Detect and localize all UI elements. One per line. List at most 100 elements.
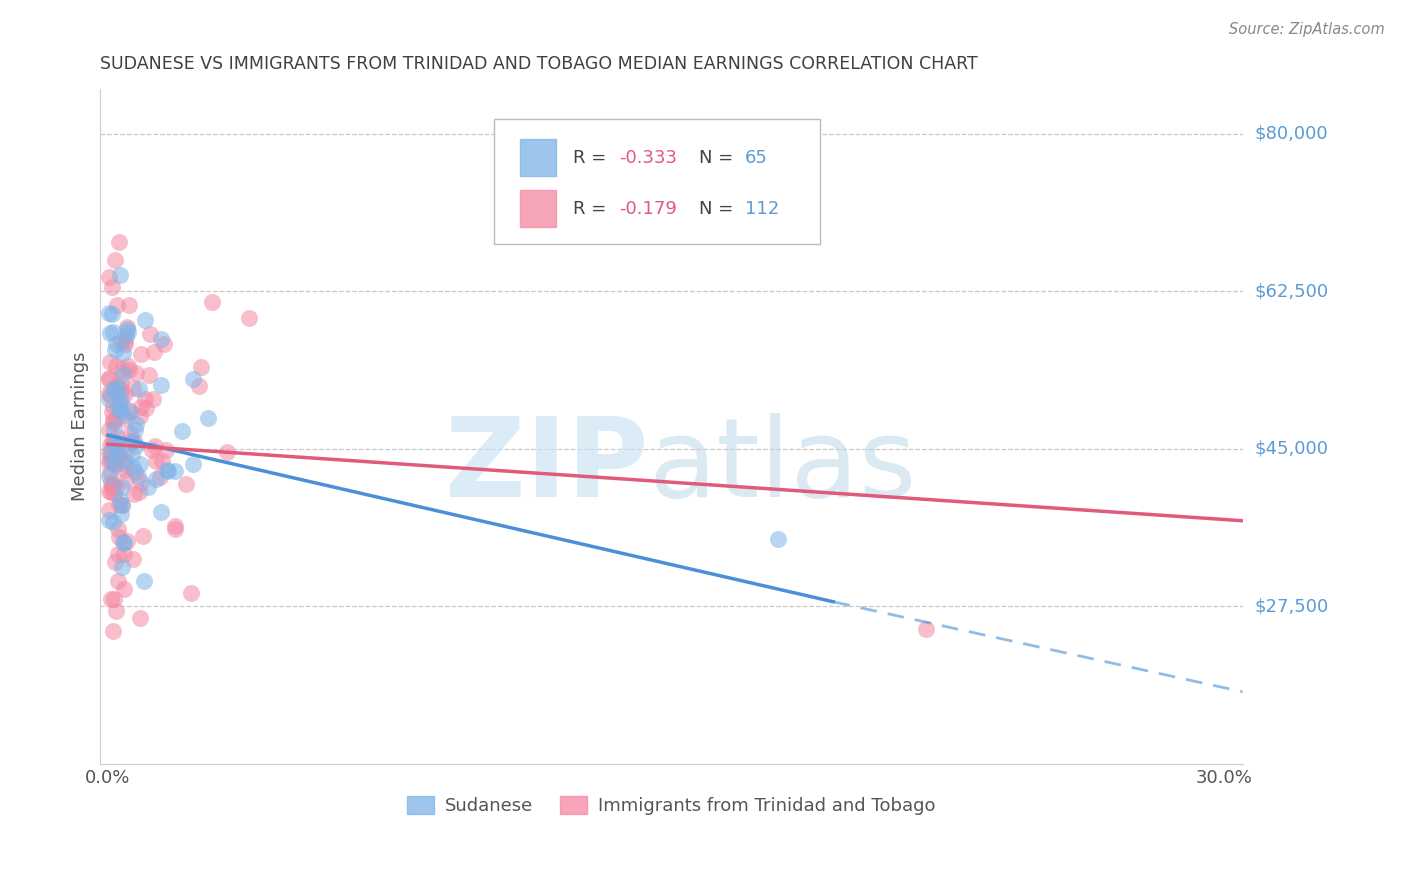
Point xyxy=(107,382,129,396)
Point xyxy=(117,325,139,339)
Point xyxy=(108,235,131,249)
Point xyxy=(129,611,152,625)
Point xyxy=(107,401,129,415)
Point xyxy=(107,574,129,589)
Point xyxy=(117,403,139,417)
Point xyxy=(215,444,238,458)
Point xyxy=(100,307,122,321)
Point xyxy=(101,478,124,492)
Point xyxy=(104,442,127,456)
Point xyxy=(114,334,136,348)
Point xyxy=(98,455,121,469)
Point xyxy=(108,449,131,463)
Point xyxy=(129,475,152,490)
Point xyxy=(97,385,120,400)
Point xyxy=(107,436,129,450)
Point xyxy=(128,409,150,423)
FancyBboxPatch shape xyxy=(520,190,557,227)
Point xyxy=(111,559,134,574)
Point xyxy=(105,298,128,312)
Point xyxy=(145,439,167,453)
Point xyxy=(181,458,204,472)
FancyBboxPatch shape xyxy=(495,119,820,244)
Point xyxy=(112,536,135,550)
Point xyxy=(138,368,160,383)
Point xyxy=(105,456,128,470)
Point xyxy=(111,368,134,382)
Point xyxy=(120,405,142,419)
Point xyxy=(145,472,167,486)
Point xyxy=(125,366,148,380)
Point xyxy=(103,591,125,606)
Text: $45,000: $45,000 xyxy=(1254,440,1329,458)
Point xyxy=(115,411,138,425)
Point xyxy=(104,412,127,426)
Point xyxy=(110,334,132,349)
Point xyxy=(149,377,172,392)
Text: R =: R = xyxy=(574,200,612,218)
Point xyxy=(156,464,179,478)
Point xyxy=(105,378,128,392)
Point xyxy=(100,479,122,493)
Point xyxy=(103,452,125,467)
Point xyxy=(103,485,125,500)
Point xyxy=(150,505,173,519)
Point xyxy=(104,436,127,450)
Point xyxy=(108,493,131,508)
Text: ZIP: ZIP xyxy=(446,413,648,520)
Point xyxy=(112,346,135,360)
Text: N =: N = xyxy=(699,200,740,218)
Point xyxy=(100,444,122,458)
Point xyxy=(125,417,148,431)
Point xyxy=(125,439,148,453)
Point xyxy=(100,592,122,607)
Point xyxy=(150,332,173,346)
Point xyxy=(103,400,125,414)
Point xyxy=(110,392,132,406)
Point xyxy=(98,326,121,340)
Point xyxy=(111,362,134,376)
Point xyxy=(201,295,224,310)
Point xyxy=(104,252,127,267)
Point xyxy=(104,343,127,357)
Point xyxy=(163,464,186,478)
Point xyxy=(149,470,172,484)
Point xyxy=(197,410,219,425)
Point xyxy=(97,371,120,385)
Point xyxy=(101,382,124,396)
Point xyxy=(156,462,179,476)
Point xyxy=(101,413,124,427)
Point xyxy=(117,359,139,374)
Y-axis label: Median Earnings: Median Earnings xyxy=(72,351,89,501)
Point xyxy=(103,456,125,470)
Text: Source: ZipAtlas.com: Source: ZipAtlas.com xyxy=(1229,22,1385,37)
Point xyxy=(143,345,166,359)
Point xyxy=(98,392,121,407)
Point xyxy=(155,442,177,457)
Point xyxy=(97,371,120,385)
Point xyxy=(121,448,143,462)
Point xyxy=(110,507,132,521)
Point xyxy=(104,382,127,396)
Point xyxy=(117,533,139,548)
Point xyxy=(114,328,136,343)
Text: -0.333: -0.333 xyxy=(619,149,676,167)
Point xyxy=(124,423,146,437)
Point xyxy=(98,306,121,320)
Point xyxy=(108,396,131,410)
Point xyxy=(766,532,789,546)
Point xyxy=(134,574,156,588)
Point xyxy=(180,586,202,600)
Point xyxy=(138,480,160,494)
Point xyxy=(97,513,120,527)
Point xyxy=(188,379,211,393)
Point xyxy=(141,442,163,457)
Point xyxy=(152,337,174,351)
Point xyxy=(98,438,121,452)
Point xyxy=(127,469,149,483)
Point xyxy=(110,376,132,391)
Point xyxy=(124,465,146,479)
Point xyxy=(101,415,124,429)
Point xyxy=(98,388,121,402)
Point xyxy=(134,313,156,327)
